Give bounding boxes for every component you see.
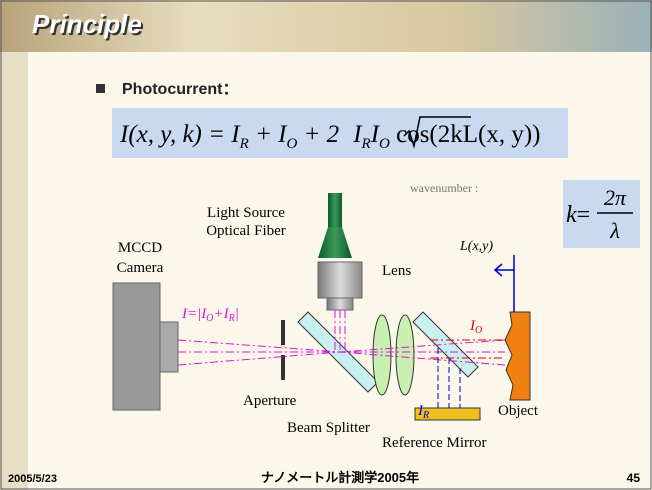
camera-lens [160,322,178,372]
page-number: 45 [627,471,641,485]
wavenumber-label: wavenumber : [410,181,478,195]
footer-date: 2005/5/23 [8,473,57,485]
label: L(x,y) [459,239,493,254]
label: Beam Splitter [287,420,370,436]
camera [113,283,160,410]
label: Lens [382,263,411,279]
title: Principle [32,9,142,39]
source-box [318,262,362,298]
bullet-mark [96,84,105,93]
footer-course: ナノメートル計測学2005年 [261,470,419,485]
k: k= [566,202,590,228]
label: Object [498,403,539,419]
label: Aperture [243,393,297,409]
k-den: λ [609,218,620,243]
label: Light Source [207,205,285,221]
label: Optical Fiber [206,223,286,239]
label: MCCD [118,240,162,256]
page: Principle Principle Photocurrent： I(x, y… [0,0,652,490]
left-band [0,0,28,490]
lens [396,315,414,395]
fiber-tip [328,193,342,227]
connector [327,298,353,310]
k-num: 2π [604,185,627,210]
label: Camera [117,260,164,276]
label: Reference Mirror [382,435,487,451]
bullet-text: Photocurrent： [122,81,238,98]
slide: Principle Principle Photocurrent： I(x, y… [0,0,652,490]
